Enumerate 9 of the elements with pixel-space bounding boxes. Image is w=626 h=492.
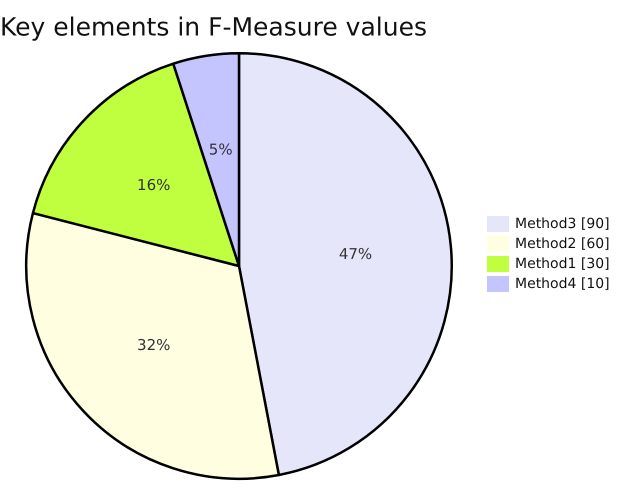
data-label: 32%	[137, 336, 170, 354]
legend-label: Method3 [90]	[515, 216, 610, 232]
legend-label: Method4 [10]	[515, 276, 610, 292]
legend-label: Method2 [60]	[515, 236, 610, 252]
data-label: 5%	[208, 140, 233, 158]
legend-label: Method1 [30]	[515, 256, 610, 272]
data-label: 16%	[137, 176, 170, 194]
data-label: 47%	[338, 244, 372, 263]
chart-title: Key elements in F-Measure values	[0, 12, 427, 42]
